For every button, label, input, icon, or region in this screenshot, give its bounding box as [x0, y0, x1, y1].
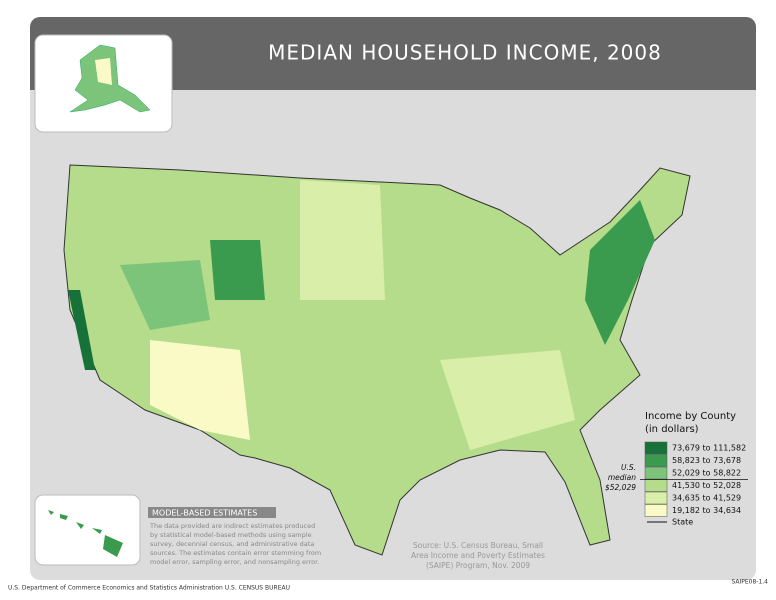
legend: Income by County (in dollars) 73,679 to 11… [605, 411, 748, 527]
model-line: by statistical model-based methods using… [150, 531, 312, 539]
title: MEDIAN HOUSEHOLD INCOME, 2008 [268, 41, 662, 65]
legend-label: 19,182 to 34,634 [672, 506, 741, 515]
hawaii [48, 510, 123, 557]
region-northeast [585, 200, 655, 345]
alaska-region [95, 58, 112, 85]
legend-label: 41,530 to 52,028 [672, 481, 741, 490]
model-text: The data provided are indirect estimates… [149, 522, 321, 566]
model-line: model error, sampling error, and nonsamp… [150, 558, 319, 566]
legend-swatch [644, 479, 668, 492]
region-west [120, 260, 210, 330]
median-note: U.S. [621, 463, 636, 472]
region-wyoming [210, 240, 265, 300]
state-label: State [672, 518, 693, 527]
model-line: sources. The estimates contain error ste… [150, 549, 321, 557]
model-heading-bar [148, 507, 276, 518]
legend-swatch [644, 454, 668, 467]
legend-label: 58,823 to 73,678 [672, 456, 741, 465]
model-heading: MODEL-BASED ESTIMATES [152, 509, 257, 518]
source-line: Area Income and Poverty Estimates [411, 551, 545, 560]
median-note: median [608, 473, 636, 482]
footer-right: SAIPE08-1.4 [731, 579, 768, 586]
hawaii-inset [34, 494, 141, 566]
region-plains [300, 180, 385, 300]
source-line: (SAIPE) Program, Nov. 2009 [426, 561, 530, 570]
median-note: $52,029 [605, 483, 636, 492]
legend-swatch [644, 466, 668, 480]
legend-title: (in dollars) [645, 424, 699, 435]
legend-label: 52,029 to 58,822 [672, 469, 741, 478]
source-line: Source: U.S. Census Bureau, Small [413, 541, 543, 550]
footer-left: U.S. Department of Commerce Economics an… [8, 585, 290, 592]
legend-swatch [644, 504, 668, 517]
legend-label: 34,635 to 41,529 [672, 494, 741, 503]
model-line: survey, decennial census, and administra… [150, 540, 314, 548]
region-california-coast [68, 290, 95, 370]
legend-label: 73,679 to 111,582 [672, 444, 746, 453]
region-south [440, 350, 575, 450]
title-bar [30, 17, 756, 90]
region-southwest [150, 340, 250, 440]
legend-swatch [644, 491, 668, 505]
legend-swatch [644, 441, 668, 455]
model-line: The data provided are indirect estimates… [149, 522, 315, 530]
legend-title: Income by County [645, 411, 736, 422]
